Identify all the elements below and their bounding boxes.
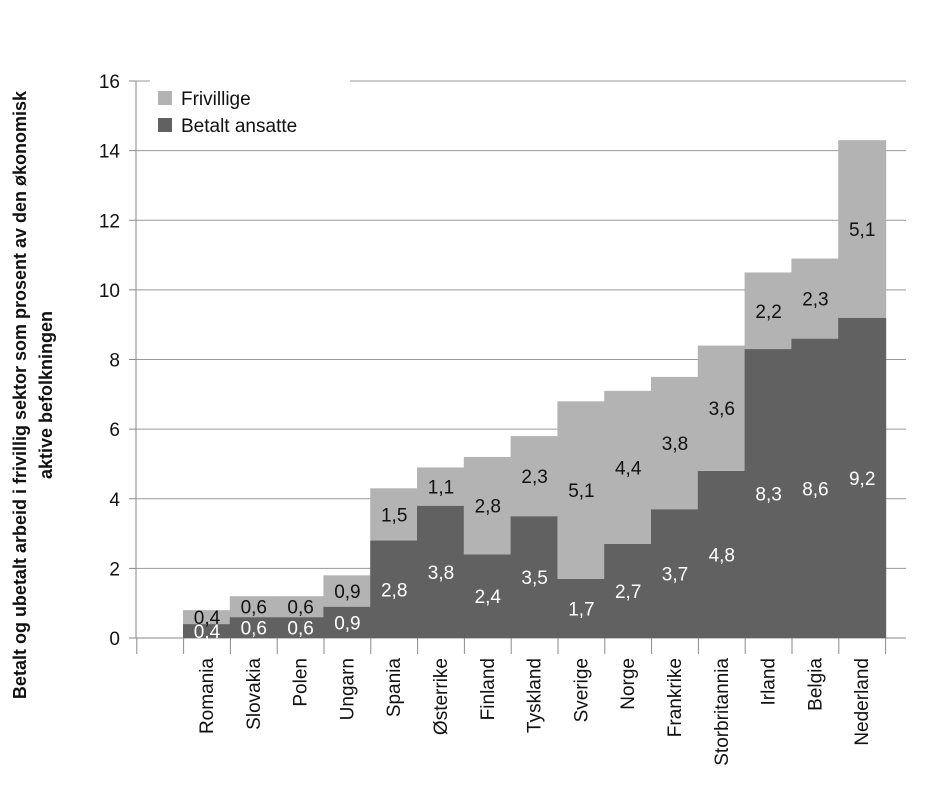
category-label: Irland — [759, 658, 780, 706]
y-tick-label: 12 — [99, 211, 120, 232]
bar-frivillige — [229, 596, 278, 618]
bar-frivillige — [463, 456, 512, 555]
bar-frivillige — [323, 575, 372, 607]
bar-betalt-ansatte — [651, 509, 699, 638]
gridlines — [136, 80, 906, 569]
bar-betalt-ansatte — [417, 505, 465, 638]
bar-frivillige — [510, 436, 559, 517]
data-label-frivillige: 2,8 — [475, 497, 501, 518]
bar-betalt-ansatte — [323, 606, 372, 638]
data-label-betalt-ansatte: 2,8 — [381, 580, 407, 601]
y-axis-title-line-1: Betalt og ubetalt arbeid i frivillig sek… — [10, 90, 30, 699]
bar-betalt-ansatte — [697, 470, 746, 638]
data-label-frivillige: 5,1 — [849, 220, 875, 241]
data-label-frivillige: 0,6 — [241, 598, 267, 619]
bar-frivillige — [697, 345, 746, 471]
category-label: Belgia — [805, 658, 826, 711]
bar-frivillige — [417, 467, 465, 506]
data-label-betalt-ansatte: 8,6 — [802, 479, 828, 500]
y-tick-label: 0 — [109, 629, 120, 650]
data-label-betalt-ansatte: 3,7 — [662, 565, 688, 586]
data-label-frivillige: 3,8 — [662, 434, 688, 455]
category-label: Nederland — [852, 658, 873, 746]
data-label-betalt-ansatte: 0,6 — [287, 619, 313, 640]
bar-betalt-ansatte — [183, 624, 231, 638]
data-label-frivillige: 1,1 — [428, 478, 454, 499]
bar-frivillige — [651, 376, 699, 510]
data-label-frivillige: 3,6 — [709, 399, 735, 420]
bar-betalt-ansatte — [791, 338, 840, 638]
y-axis-title-line-2: aktive befolkningen — [36, 311, 56, 479]
legend-swatch-betalt-ansatte — [158, 118, 172, 132]
y-tick-label: 14 — [99, 142, 121, 163]
data-label-betalt-ansatte: 2,4 — [475, 587, 502, 608]
bar-betalt-ansatte — [838, 317, 887, 638]
data-label-frivillige: 0,9 — [334, 582, 360, 603]
bar-betalt-ansatte — [229, 617, 278, 638]
y-tick-label: 6 — [109, 420, 120, 441]
data-label-betalt-ansatte: 4,8 — [709, 545, 735, 566]
y-tick-label: 10 — [99, 281, 120, 302]
bar-betalt-ansatte — [276, 617, 325, 638]
data-label-betalt-ansatte: 2,7 — [615, 582, 641, 603]
bar-frivillige — [838, 140, 887, 318]
bar-betalt-ansatte — [463, 554, 512, 638]
data-label-betalt-ansatte: 8,3 — [755, 485, 781, 506]
data-label-betalt-ansatte: 3,8 — [428, 563, 454, 584]
category-label: Spania — [384, 658, 405, 718]
bar-frivillige — [604, 390, 653, 545]
bar-betalt-ansatte — [744, 349, 793, 638]
category-label: Storbritannia — [712, 658, 733, 766]
y-tick-label: 4 — [109, 490, 120, 511]
y-tick-label: 8 — [109, 351, 120, 372]
category-label: Polen — [291, 658, 312, 707]
data-label-frivillige: 2,3 — [521, 467, 547, 488]
legend-background — [150, 80, 350, 146]
bar-frivillige — [744, 272, 793, 350]
data-label-frivillige: 0,6 — [287, 598, 313, 619]
data-label-frivillige: 0,4 — [194, 608, 221, 629]
category-label: Norge — [618, 658, 639, 710]
data-label-frivillige: 2,3 — [802, 290, 828, 311]
y-tick-label: 16 — [99, 72, 120, 93]
data-label-betalt-ansatte: 3,5 — [521, 568, 547, 589]
bar-betalt-ansatte — [604, 544, 653, 638]
category-label: Ungarn — [337, 658, 358, 720]
bar-betalt-ansatte — [370, 540, 419, 638]
data-label-betalt-ansatte: 0,9 — [334, 613, 360, 634]
data-label-frivillige: 1,5 — [381, 505, 407, 526]
category-label: Finland — [478, 658, 499, 720]
data-labels: 0,40,4 0,60,60,60,60,90,9 2,81,53,81,12,42… — [194, 220, 876, 643]
bar-frivillige — [557, 401, 606, 579]
category-label: Romania — [197, 658, 218, 734]
category-label: Sverige — [571, 658, 592, 722]
y-tick-label: 2 — [109, 559, 120, 580]
legend-label-frivillige: Frivillige — [181, 89, 251, 110]
y-axis-title: Betalt og ubetalt arbeid i frivillig sek… — [10, 90, 56, 699]
category-label: Slovakia — [244, 658, 265, 730]
legend-label-betalt-ansatte: Betalt ansatte — [181, 116, 297, 137]
data-label-frivillige: 5,1 — [568, 481, 594, 502]
category-label: Frankrike — [665, 658, 686, 737]
legend: Frivillige Betalt ansatte — [150, 80, 350, 146]
bar-frivillige — [791, 258, 840, 339]
bar-frivillige — [183, 610, 231, 625]
bar-frivillige — [276, 596, 325, 618]
bar-betalt-ansatte — [510, 516, 559, 638]
data-label-betalt-ansatte: 9,2 — [849, 469, 875, 490]
category-label: Tyskland — [525, 658, 546, 733]
data-label-betalt-ansatte: 0,4 — [194, 622, 221, 643]
bar-frivillige — [370, 488, 419, 541]
data-label-frivillige: 4,4 — [615, 458, 642, 479]
bar-betalt-ansatte — [557, 578, 606, 638]
data-label-betalt-ansatte: 0,6 — [241, 619, 267, 640]
data-label-frivillige: 2,2 — [755, 302, 781, 323]
category-label: Østerrike — [431, 658, 452, 735]
data-label-betalt-ansatte: 1,7 — [568, 599, 594, 620]
legend-swatch-frivillige — [158, 91, 172, 105]
bars — [183, 140, 887, 638]
axes: 0 2 4 6 8 10 12 14 16 Romania Slovakia Polen Ungarn S… — [99, 72, 906, 766]
